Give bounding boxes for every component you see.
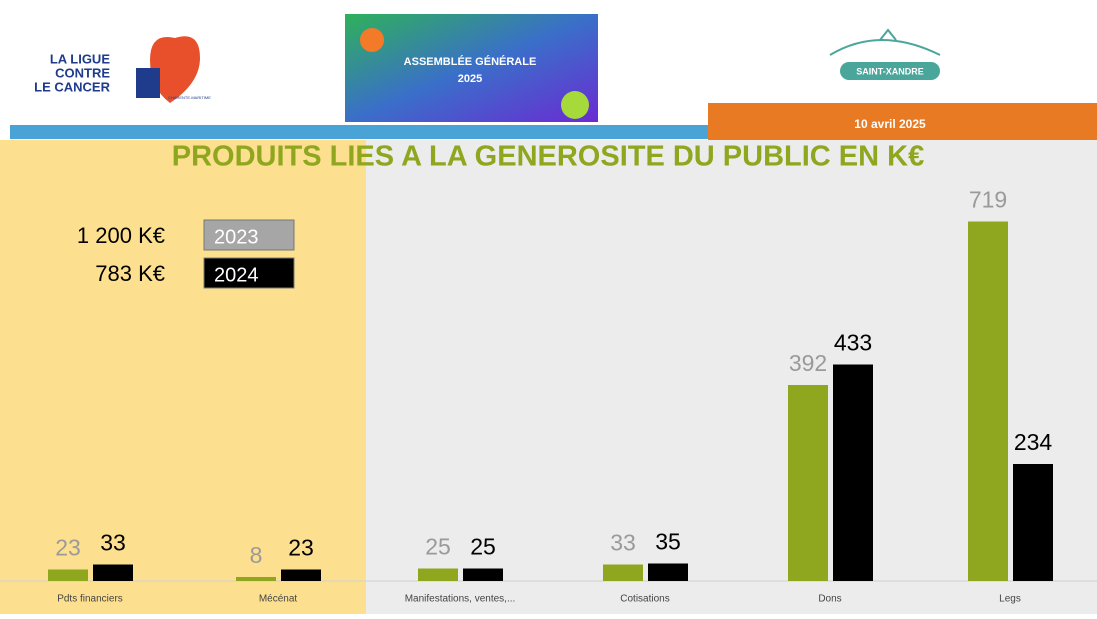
- data-label: 33: [100, 530, 126, 556]
- data-label: 23: [288, 535, 314, 561]
- logo-text: LA LIGUE: [50, 51, 111, 66]
- logo-text: SAINT-XANDRE: [856, 66, 924, 76]
- data-label: 392: [789, 350, 827, 376]
- bar: [236, 577, 276, 581]
- data-label: 719: [969, 187, 1007, 213]
- data-label: 25: [425, 534, 451, 560]
- legend-total: 1 200 K€: [77, 223, 165, 248]
- data-label: 433: [834, 330, 872, 356]
- logo-text: CONTRE: [55, 65, 110, 80]
- logo-sub: CHARENTE-MARITIME: [168, 95, 211, 100]
- legend-label: 2023: [214, 226, 259, 248]
- x-tick-label: Legs: [999, 594, 1021, 605]
- bar: [48, 570, 88, 582]
- date: 10 avril 2025: [854, 117, 926, 131]
- decor: [561, 91, 589, 119]
- bar: [418, 569, 458, 582]
- logo-block: [136, 68, 160, 98]
- event-banner: [345, 14, 598, 122]
- logo-text: LE CANCER: [34, 79, 110, 94]
- bar: [1013, 464, 1053, 581]
- data-label: 234: [1014, 429, 1053, 455]
- data-label: 35: [655, 529, 681, 555]
- bar: [833, 365, 873, 582]
- chart-title: PRODUITS LIES A LA GENEROSITE DU PUBLIC …: [172, 141, 924, 173]
- legend-label: 2024: [214, 264, 259, 286]
- x-tick-label: Manifestations, ventes,...: [405, 594, 516, 605]
- data-label: 23: [55, 535, 81, 561]
- bar: [968, 222, 1008, 582]
- bar: [648, 564, 688, 582]
- event-title: ASSEMBLÉE GÉNÉRALE: [404, 55, 537, 68]
- decor: [360, 28, 384, 52]
- blue-band: [10, 125, 708, 139]
- data-label: 8: [250, 542, 263, 568]
- bar: [93, 565, 133, 582]
- x-tick-label: Mécénat: [259, 594, 298, 605]
- x-tick-label: Cotisations: [620, 594, 669, 605]
- slide: LA LIGUE CONTRE LE CANCER CHARENTE-MARIT…: [0, 0, 1097, 614]
- bar: [603, 565, 643, 582]
- x-tick-label: Pdts financiers: [57, 594, 123, 605]
- bar: [463, 569, 503, 582]
- event-year: 2025: [458, 73, 482, 85]
- x-tick-label: Dons: [818, 594, 841, 605]
- bar: [281, 570, 321, 582]
- data-label: 25: [470, 534, 496, 560]
- bar: [788, 385, 828, 581]
- data-label: 33: [610, 530, 636, 556]
- legend-total: 783 K€: [95, 261, 165, 286]
